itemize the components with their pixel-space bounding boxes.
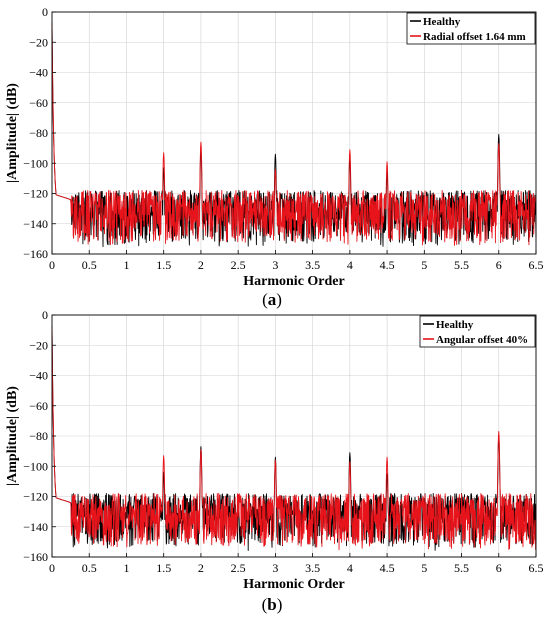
- x-tick-label-b-7: 3.5: [305, 561, 320, 575]
- x-tick-label-b-11: 5.5: [454, 561, 469, 575]
- x-tick-label-b-2: 1: [123, 561, 129, 575]
- x-tick-label-b-9: 4.5: [380, 561, 395, 575]
- x-tick-label-a-1: 0.5: [82, 258, 97, 272]
- panel-letter-b: b: [267, 595, 276, 614]
- y-tick-label-b-0: 0: [42, 308, 48, 322]
- legend-label-healthy-b: Healthy: [436, 319, 474, 331]
- x-tick-label-a-13: 6.5: [529, 258, 544, 272]
- x-tick-label-a-0: 0: [49, 258, 55, 272]
- x-tick-label-b-10: 5: [421, 561, 427, 575]
- x-tick-label-b-12: 6: [496, 561, 502, 575]
- y-axis-label-a: |Amplitude| (dB): [5, 83, 20, 183]
- x-tick-label-b-3: 1.5: [156, 561, 171, 575]
- x-tick-label-a-3: 1.5: [156, 258, 171, 272]
- y-tick-label-a-7: −140: [23, 217, 48, 231]
- y-tick-label-b-1: −20: [29, 338, 48, 352]
- y-tick-label-a-6: −120: [23, 187, 48, 201]
- y-tick-label-b-8: −160: [23, 550, 48, 564]
- y-tick-label-a-1: −20: [29, 35, 48, 49]
- x-tick-label-a-5: 2.5: [231, 258, 246, 272]
- y-tick-label-b-4: −80: [29, 429, 48, 443]
- x-axis-label-b: Harmonic Order: [243, 577, 344, 592]
- series-group-a: [51, 22, 537, 248]
- x-tick-label-b-4: 2: [198, 561, 204, 575]
- panel-caption-a: (a): [262, 290, 282, 309]
- x-tick-label-a-6: 3: [272, 258, 278, 272]
- y-tick-label-b-7: −140: [23, 520, 48, 534]
- x-tick-label-a-7: 3.5: [305, 258, 320, 272]
- panel-caption-b: (b): [262, 595, 283, 614]
- y-tick-label-a-0: 0: [42, 5, 48, 19]
- y-tick-label-a-8: −160: [23, 247, 48, 261]
- series-line-fault-b: [51, 325, 537, 551]
- legend-label-fault-b: Angular offset 40%: [436, 334, 528, 346]
- series-group-b: [51, 325, 537, 551]
- y-tick-label-b-2: −40: [29, 369, 48, 383]
- panel-b: 0 0.5 1 1.5 2 2.5 3 3.5 4 4.5 5 5.5 6 6.5 0 −20 −40 −60 −8…: [5, 308, 544, 614]
- legend-label-fault-a: Radial offset 1.64 mm: [423, 31, 526, 43]
- y-tick-label-a-5: −100: [23, 156, 48, 170]
- legend-box-a: [406, 12, 536, 45]
- x-tick-label-b-5: 2.5: [231, 561, 246, 575]
- y-tick-label-a-2: −40: [29, 66, 48, 80]
- panel-letter-a: a: [268, 290, 277, 309]
- x-tick-label-b-1: 0.5: [82, 561, 97, 575]
- series-line-fault-a: [51, 22, 537, 246]
- y-tick-label-b-3: −60: [29, 399, 48, 413]
- y-tick-label-a-4: −80: [29, 126, 48, 140]
- panel-a: 0 0.5 1 1.5 2 2.5 3 3.5 4 4.5 5 5.5 6 6.5 0 −20 −40 −60 −8…: [5, 5, 544, 309]
- tick-labels-b: 0 0.5 1 1.5 2 2.5 3 3.5 4 4.5 5 5.5 6 6.5 0 −20 −40 −60 −8…: [23, 308, 543, 575]
- x-axis-label-a: Harmonic Order: [243, 274, 344, 289]
- x-tick-label-b-0: 0: [49, 561, 55, 575]
- x-tick-label-a-9: 4.5: [380, 258, 395, 272]
- x-tick-label-a-12: 6: [496, 258, 502, 272]
- legend-b: Healthy Angular offset 40%: [419, 315, 536, 348]
- x-tick-label-a-8: 4: [347, 258, 353, 272]
- x-tick-label-a-2: 1: [123, 258, 129, 272]
- y-tick-label-b-5: −100: [23, 459, 48, 473]
- x-tick-label-b-8: 4: [347, 561, 353, 575]
- legend-a: Healthy Radial offset 1.64 mm: [406, 12, 536, 45]
- y-tick-label-b-6: −120: [23, 490, 48, 504]
- legend-box-b: [419, 315, 536, 348]
- y-tick-label-a-3: −60: [29, 96, 48, 110]
- y-axis-label-b: |Amplitude| (dB): [5, 386, 20, 486]
- x-tick-label-a-11: 5.5: [454, 258, 469, 272]
- legend-label-healthy-a: Healthy: [423, 16, 461, 28]
- x-tick-label-b-6: 3: [272, 561, 278, 575]
- tick-labels-a: 0 0.5 1 1.5 2 2.5 3 3.5 4 4.5 5 5.5 6 6.5 0 −20 −40 −60 −8…: [23, 5, 543, 272]
- x-tick-label-b-13: 6.5: [529, 561, 544, 575]
- x-tick-label-a-10: 5: [421, 258, 427, 272]
- x-tick-label-a-4: 2: [198, 258, 204, 272]
